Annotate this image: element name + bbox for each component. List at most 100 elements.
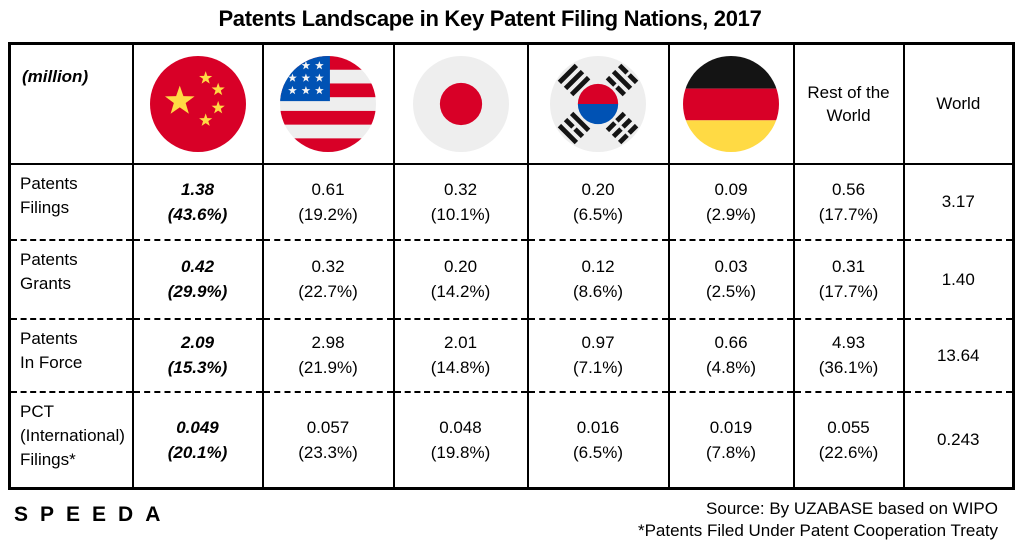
cell-inforce-rest-of-world: 4.93 (36.1%) <box>792 317 904 392</box>
cell-pct-rest-of-world: 0.055 (22.6%) <box>792 390 904 489</box>
cell-filings-world: 3.17 <box>902 163 1014 240</box>
cell-value: 1.38 <box>180 179 215 199</box>
cell-filings-japan: 0.32 (10.1%) <box>392 163 528 240</box>
cell-share: (4.8%) <box>705 358 757 377</box>
cell-pct-china: 0.049 (20.1%) <box>131 390 263 489</box>
patents-table: (million) <box>8 42 1015 490</box>
unit-label: (million) <box>8 43 133 165</box>
cell-share: (17.7%) <box>818 282 879 301</box>
cell-inforce-south-korea: 0.97 (7.1%) <box>526 317 669 392</box>
cell-share: (7.1%) <box>572 358 624 377</box>
cell-share: (6.5%) <box>572 442 624 462</box>
header-row: (million) <box>8 43 1014 165</box>
cell-value: 0.049 <box>176 417 219 437</box>
china-flag-icon <box>149 55 246 152</box>
cell-value: 0.019 <box>709 417 753 437</box>
cell-filings-usa: 0.61 (19.2%) <box>261 163 394 240</box>
japan-flag-icon <box>412 55 509 152</box>
cell-share: (6.5%) <box>572 204 624 224</box>
cell-value: 4.93 <box>831 333 866 352</box>
cell-share: (14.8%) <box>430 358 491 377</box>
cell-value: 0.055 <box>827 417 870 437</box>
cell-value: 2.98 <box>311 333 345 352</box>
source-block: Source: By UZABASE based on WIPO *Patent… <box>638 498 998 542</box>
cell-filings-south-korea: 0.20 (6.5%) <box>526 163 669 240</box>
cell-share: (15.3%) <box>167 358 228 377</box>
cell-pct-usa: 0.057 (23.3%) <box>261 390 394 489</box>
source-text: Source: By UZABASE based on WIPO <box>706 499 998 518</box>
cell-inforce-china: 2.09 (15.3%) <box>131 317 263 392</box>
south-korea-flag-icon <box>550 55 646 152</box>
cell-value: 0.20 <box>581 179 615 199</box>
cell-grants-japan: 0.20 (14.2%) <box>392 238 528 319</box>
row-label: Patents In Force <box>8 317 133 392</box>
cell-share: (23.3%) <box>298 442 358 462</box>
cell-value: 0.66 <box>714 333 748 352</box>
germany-flag-icon <box>683 55 779 152</box>
row-patents-in-force: Patents In Force 2.09 (15.3%) 2.98 (21.9… <box>8 317 1014 392</box>
speeda-logo: SPEEDA <box>14 503 173 526</box>
cell-share: (7.8%) <box>705 442 757 462</box>
cell-share: (10.1%) <box>430 204 491 224</box>
cell-share: (14.2%) <box>430 282 491 301</box>
cell-value: 1.40 <box>941 269 975 289</box>
col-header-china <box>131 43 263 165</box>
cell-value: 0.61 <box>311 179 345 199</box>
cell-grants-usa: 0.32 (22.7%) <box>261 238 394 319</box>
cell-value: 3.17 <box>941 192 975 211</box>
cell-share: (22.7%) <box>298 282 358 301</box>
cell-inforce-usa: 2.98 (21.9%) <box>261 317 394 392</box>
cell-share: (2.5%) <box>705 282 757 301</box>
cell-pct-world: 0.243 <box>902 390 1014 489</box>
cell-inforce-japan: 2.01 (14.8%) <box>392 317 528 392</box>
footnote-text: *Patents Filed Under Patent Cooperation … <box>637 521 998 540</box>
cell-pct-japan: 0.048 (19.8%) <box>392 390 528 489</box>
cell-share: (19.2%) <box>298 204 358 224</box>
cell-value: 13.64 <box>936 345 980 365</box>
cell-value: 0.42 <box>180 257 215 276</box>
row-label: Patents Filings <box>8 163 133 240</box>
col-header-rest-of-world: Rest of the World <box>792 43 904 165</box>
cell-grants-china: 0.42 (29.9%) <box>131 238 263 319</box>
cell-value: 0.09 <box>714 179 748 199</box>
cell-value: 2.09 <box>180 333 215 352</box>
cell-inforce-world: 13.64 <box>902 317 1014 392</box>
cell-filings-germany: 0.09 (2.9%) <box>667 163 794 240</box>
cell-pct-south-korea: 0.016 (6.5%) <box>526 390 669 489</box>
cell-value: 0.97 <box>581 333 615 352</box>
row-label: Patents Grants <box>8 238 133 319</box>
cell-grants-world: 1.40 <box>902 238 1014 319</box>
cell-share: (2.9%) <box>705 204 757 224</box>
cell-share: (43.6%) <box>167 204 228 224</box>
cell-filings-rest-of-world: 0.56 (17.7%) <box>792 163 904 240</box>
col-header-germany <box>667 43 794 165</box>
cell-grants-rest-of-world: 0.31 (17.7%) <box>792 238 904 319</box>
cell-value: 0.048 <box>439 417 482 437</box>
col-header-world: World <box>902 43 1014 165</box>
cell-value: 0.31 <box>831 257 866 276</box>
row-pct-filings: PCT (International) Filings* 0.049 (20.1… <box>8 390 1014 489</box>
cell-value: 0.243 <box>936 430 980 450</box>
cell-value: 0.057 <box>306 417 350 437</box>
cell-share: (22.6%) <box>818 442 879 462</box>
page-title: Patents Landscape in Key Patent Filing N… <box>218 6 762 31</box>
cell-grants-germany: 0.03 (2.5%) <box>667 238 794 319</box>
row-patents-filings: Patents Filings 1.38 (43.6%) 0.61 (19.2%… <box>8 163 1014 240</box>
cell-share: (17.7%) <box>818 204 879 224</box>
cell-share: (21.9%) <box>298 358 358 377</box>
cell-pct-germany: 0.019 (7.8%) <box>667 390 794 489</box>
row-patents-grants: Patents Grants 0.42 (29.9%) 0.32 (22.7%)… <box>8 238 1014 319</box>
cell-share: (29.9%) <box>167 282 228 301</box>
cell-filings-china: 1.38 (43.6%) <box>131 163 263 240</box>
row-label: PCT (International) Filings* <box>8 390 133 489</box>
cell-inforce-germany: 0.66 (4.8%) <box>667 317 794 392</box>
cell-value: 0.03 <box>714 257 748 276</box>
cell-value: 0.016 <box>576 417 620 437</box>
cell-value: 0.12 <box>581 257 615 276</box>
col-header-usa <box>261 43 394 165</box>
cell-value: 0.32 <box>443 179 478 199</box>
cell-share: (19.8%) <box>430 442 491 462</box>
cell-value: 0.32 <box>311 257 345 276</box>
col-header-south-korea <box>526 43 669 165</box>
cell-value: 2.01 <box>443 333 478 352</box>
